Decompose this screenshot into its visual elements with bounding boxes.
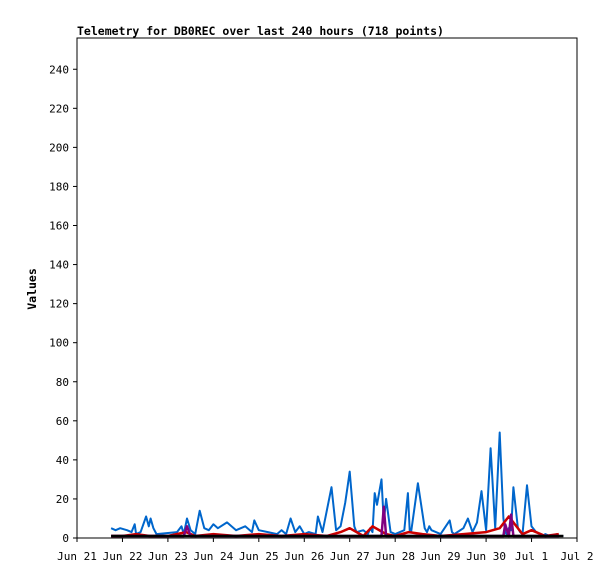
y-tick-label: 80 [56, 376, 69, 389]
x-tick-label: Jun 30 [466, 550, 506, 563]
plot-area: 0 20 40 60 80 100 120 140 160 180 200 220 240 Jun 21 J… [49, 37, 594, 563]
y-tick-label: 20 [56, 493, 69, 506]
y-tick-label: 0 [62, 532, 69, 545]
x-tick-label: Jun 29 [421, 550, 461, 563]
x-tick-label: Jun 27 [330, 550, 370, 563]
y-tick-label: 140 [49, 259, 69, 272]
y-tick-label: 220 [49, 102, 69, 115]
x-tick-label: Jun 26 [284, 550, 324, 563]
y-tick-label: 240 [49, 63, 69, 76]
y-tick-label: 60 [56, 415, 69, 428]
x-tick-label: Jul 2 [560, 550, 593, 563]
x-tick-label: Jun 22 [103, 550, 143, 563]
y-tick-label: 40 [56, 454, 69, 467]
chart-title: Telemetry for DB0REC over last 240 hours… [77, 24, 444, 38]
series-line-0 [110, 431, 564, 537]
x-tick-label: Jul 1 [515, 550, 548, 563]
series-line-2 [111, 505, 559, 538]
y-tick-label: 160 [49, 220, 69, 233]
y-tick-label: 120 [49, 298, 69, 311]
y-tick-label: 200 [49, 141, 69, 154]
series-line-1 [111, 515, 559, 538]
x-tick-label: Jun 21 [57, 550, 97, 563]
x-tick-label: Jun 28 [375, 550, 415, 563]
plot-frame [76, 37, 578, 539]
x-tick-label: Jun 25 [239, 550, 279, 563]
x-tick-label: Jun 24 [193, 550, 233, 563]
x-tick-label: Jun 23 [148, 550, 188, 563]
y-axis-label: Values [25, 268, 39, 310]
y-tick-label: 100 [49, 337, 69, 350]
y-tick-label: 180 [49, 180, 69, 193]
